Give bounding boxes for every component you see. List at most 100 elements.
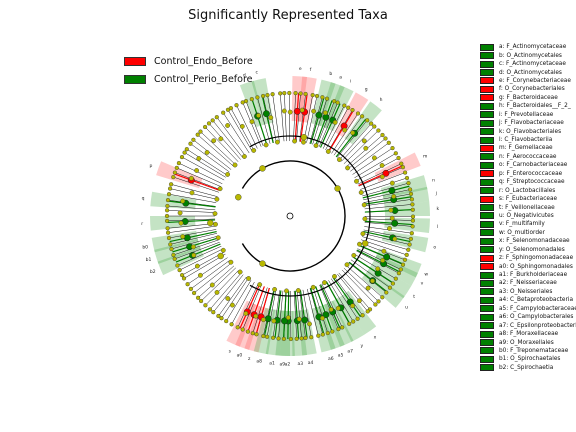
- taxa-key-swatch: [480, 136, 494, 144]
- branch-line: [338, 272, 371, 310]
- taxon-node: [191, 252, 197, 258]
- branch-line: [328, 280, 354, 322]
- clade-branch: [251, 98, 268, 145]
- branch-line: [307, 288, 319, 336]
- taxon-node: [211, 310, 216, 315]
- taxa-key-item: o: F_Carnobacteriaceae: [480, 161, 576, 169]
- clade-label: y: [360, 344, 363, 349]
- taxa-key-item: a3: O_Neisseriales: [480, 288, 576, 296]
- taxa-key-item: d: O_Actinomycetales: [480, 68, 576, 77]
- taxon-node: [404, 252, 409, 257]
- taxon-node: [316, 333, 321, 338]
- clade-node: [388, 187, 396, 195]
- taxon-node: [192, 290, 197, 296]
- taxon-node: [351, 319, 356, 324]
- clade-branch: [325, 281, 351, 324]
- taxa-key-label: a0: O_Sphingomonadales: [499, 263, 573, 270]
- taxa-key-item: y: O_Selenomonadales: [480, 246, 576, 254]
- clade-label: a2: [285, 362, 291, 368]
- taxon-node: [272, 286, 277, 292]
- taxa-key-label: o: F_Carnobacteriaceae: [499, 162, 568, 169]
- clade-branch: [247, 286, 265, 332]
- clade-node: [315, 111, 323, 119]
- taxon-node: [389, 180, 395, 186]
- branch-line: [193, 262, 232, 294]
- branch-line: [184, 152, 226, 178]
- taxon-node: [169, 246, 174, 252]
- branch-line: [168, 193, 217, 203]
- taxon-node: [355, 316, 360, 321]
- branch-line: [321, 283, 343, 328]
- taxa-key-item: t: F_Veillonellaceae: [480, 203, 576, 212]
- branch-line: [341, 269, 376, 305]
- kingdom-arc: [241, 160, 346, 272]
- branch-line: [337, 273, 368, 312]
- phylum-arc: [249, 135, 371, 297]
- taxa-key-item: r: O_Lactobacillales: [480, 186, 576, 195]
- clade-branch: [319, 284, 341, 329]
- taxa-key-item: u: O_Negativicutes: [480, 212, 576, 220]
- taxon-node: [365, 118, 370, 123]
- taxon-node: [344, 262, 350, 268]
- branch-line: [325, 107, 349, 151]
- taxa-key-label: v: F_multifamily: [499, 221, 545, 228]
- branch-line: [242, 285, 262, 330]
- taxa-key-item: a7: C_Epsilonproteobacteria: [480, 321, 576, 330]
- taxon-node: [215, 235, 221, 241]
- taxa-key-label: a: F_Actinomycetaceae: [499, 44, 567, 51]
- branch-line: [178, 162, 223, 184]
- taxon-node: [403, 170, 408, 175]
- clade-label: b1: [146, 257, 152, 263]
- taxon-node: [241, 154, 247, 159]
- branch-line: [200, 131, 236, 165]
- clade-node: [391, 219, 399, 227]
- taxa-key-swatch: [480, 229, 494, 237]
- clade-label: c: [255, 70, 258, 75]
- taxon-node: [259, 260, 266, 267]
- taxa-key-swatch: [480, 52, 494, 60]
- clade-label: f: [310, 67, 312, 73]
- taxon-node: [198, 129, 203, 134]
- legend-item-perio: Control_Perio_Before: [124, 70, 253, 88]
- branch-line: [350, 259, 391, 288]
- taxon-node: [194, 168, 200, 173]
- taxon-node: [380, 257, 386, 263]
- taxa-key-label: j: F_Flavobacteriaceae: [499, 120, 564, 127]
- branch-line: [296, 290, 302, 339]
- taxa-key-item: b1: O_Spirochaetales: [480, 355, 576, 363]
- branch-line: [187, 257, 228, 285]
- taxon-node: [165, 226, 170, 231]
- taxon-node: [388, 207, 394, 213]
- taxa-key-swatch: [480, 347, 494, 355]
- taxon-node: [372, 124, 377, 129]
- branch-line: [293, 290, 297, 339]
- clade-node: [183, 234, 191, 242]
- branch-line: [363, 189, 411, 201]
- taxa-key-item: p: F_Enterococcaceae: [480, 170, 576, 178]
- branch-line: [361, 239, 407, 256]
- taxon-node: [180, 234, 186, 240]
- taxon-node: [307, 321, 312, 327]
- legend-label-endo: Control_Endo_Before: [154, 55, 253, 67]
- clade-branch: [263, 289, 275, 337]
- taxon-node: [282, 90, 287, 96]
- taxon-node: [410, 202, 415, 207]
- taxon-node: [218, 136, 224, 142]
- clade-branch: [356, 249, 400, 273]
- taxon-node: [379, 162, 385, 168]
- clade-branch: [358, 244, 404, 265]
- taxon-node: [288, 336, 293, 342]
- taxon-node: [181, 276, 187, 281]
- taxa-key-label: i: F_Prevotellaceae: [499, 111, 554, 118]
- taxon-node: [214, 289, 220, 295]
- branch-line: [186, 148, 228, 176]
- clade-branch: [287, 290, 290, 339]
- taxon-node: [410, 224, 415, 229]
- taxa-key-item: c: F_Actinomycetaceae: [480, 60, 576, 68]
- taxa-key-swatch: [480, 119, 494, 127]
- taxa-key-label: a2: F_Neisseriaceae: [499, 280, 557, 287]
- taxa-key-swatch: [480, 187, 494, 195]
- taxon-node: [172, 170, 177, 175]
- taxon-node: [285, 315, 291, 320]
